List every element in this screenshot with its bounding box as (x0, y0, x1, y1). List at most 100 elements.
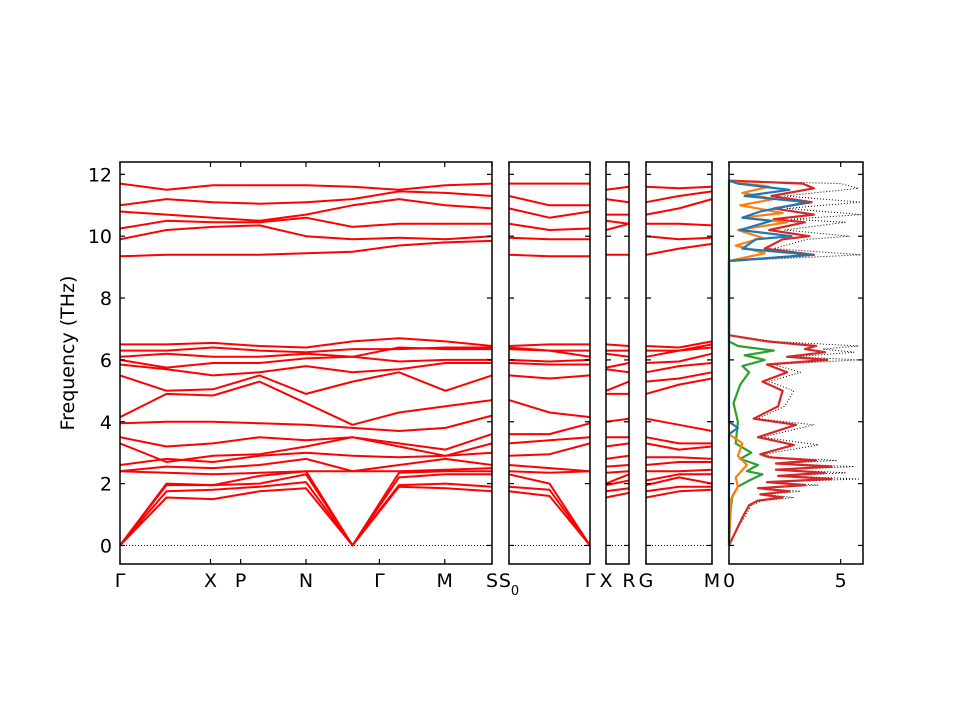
phonon-band-line (605, 362, 630, 369)
phonon-band-line (646, 343, 713, 352)
phonon-band-line (645, 190, 713, 204)
phonon-band-line (605, 368, 630, 374)
phonon-band-line (645, 235, 713, 241)
y-tick-label: 8 (100, 288, 112, 310)
phonon-band-line (508, 399, 591, 419)
phonon-band-line (119, 457, 493, 473)
phonon-band-line (645, 461, 712, 466)
phonon-band-line (119, 414, 493, 432)
phonon-band-line (605, 442, 630, 448)
phonon-band-line (119, 198, 493, 222)
dos-curve (728, 180, 862, 546)
k-point-label: X (204, 570, 217, 592)
phonon-band-line (508, 485, 591, 546)
k-point-label: G (639, 570, 654, 592)
phonon-band-line (508, 222, 591, 231)
phonon-band-line (645, 185, 713, 190)
phonon-band-line (508, 253, 590, 258)
dos-frame (728, 161, 864, 565)
phonon-band-line (605, 470, 630, 474)
k-point-label: P (235, 570, 246, 592)
phonon-band-line (645, 377, 713, 395)
phonon-band-line (508, 470, 591, 474)
panel-frame (645, 161, 713, 565)
y-tick-label: 4 (100, 412, 112, 434)
y-tick-label: 12 (88, 164, 112, 186)
phonon-band-line (119, 371, 493, 395)
y-tick-label: 6 (100, 350, 112, 372)
y-axis-label: Frequency (THz) (57, 276, 79, 431)
phonon-band-line (645, 442, 713, 451)
phonon-band-line (645, 436, 712, 445)
phonon-band-line (508, 464, 591, 473)
phonon-band-line (509, 422, 591, 436)
phonon-band-line (119, 436, 493, 463)
k-point-label: X (599, 570, 612, 592)
k-point-label: N (299, 570, 313, 592)
phonon-band-line (119, 190, 493, 207)
dos-curve (727, 179, 789, 546)
dos-curve (727, 180, 775, 546)
phonon-band-line (645, 473, 712, 482)
phonon-band-line (508, 490, 591, 547)
phonon-band-line (605, 464, 630, 468)
dos-x-tick-label: 0 (723, 570, 735, 592)
phonon-band-line (645, 198, 713, 216)
phonon-band-line (605, 479, 630, 487)
phonon-band-line (645, 242, 713, 256)
phonon-band-line (605, 491, 630, 499)
phonon-band-line (508, 374, 591, 380)
k-point-label: R (622, 570, 635, 592)
phonon-band-line (119, 481, 493, 547)
phonon-band-line (605, 473, 630, 485)
phonon-band-line (119, 433, 493, 451)
phonon-band-line (508, 362, 590, 366)
phonon-band-line (119, 485, 493, 547)
y-tick-label: 0 (100, 535, 112, 557)
phonon-band-line (645, 340, 713, 349)
phonon-band-line (120, 346, 492, 354)
phonon-band-line (508, 442, 591, 457)
dos-curve (727, 179, 813, 546)
y-tick-label: 2 (100, 474, 112, 496)
panel-frame (508, 161, 591, 565)
phonon-band-line (119, 224, 493, 241)
k-point-label: M (437, 570, 453, 592)
k-point-label: Γ (115, 570, 126, 592)
phonon-band-line (605, 487, 630, 493)
phonon-band-line (605, 222, 630, 231)
panel-frame (605, 161, 630, 565)
phonon-band-line (645, 476, 713, 487)
phonon-band-line (605, 198, 630, 204)
phonon-band-line (605, 219, 630, 225)
phonon-band-line (646, 222, 713, 227)
phonon-band-line (119, 467, 493, 476)
phonon-band-line (120, 337, 493, 349)
k-point-label: M (704, 570, 720, 592)
phonon-band-line (605, 352, 630, 358)
phonon-band-line (645, 488, 713, 499)
phonon-band-line (508, 236, 590, 241)
phonon-band-line (645, 352, 713, 364)
phonon-band-line (646, 456, 713, 460)
phonon-band-line (605, 185, 630, 191)
phonon-band-line (119, 380, 493, 426)
y-tick-label: 10 (88, 226, 112, 248)
phonon-band-line (119, 216, 492, 230)
phonon-band-line (119, 362, 492, 377)
phonon-band-line (508, 346, 590, 352)
dos-curve (727, 179, 833, 546)
k-point-label: S (486, 570, 498, 592)
phonon-band-line (508, 343, 590, 347)
phonon-band-line (646, 468, 713, 473)
phonon-band-line (508, 358, 591, 363)
phonon-band-line (508, 473, 591, 546)
phonon-band-line (605, 343, 630, 347)
k-point-label: Γ (585, 570, 596, 592)
phonon-band-line (605, 380, 630, 392)
phonon-band-line (508, 195, 590, 207)
phonon-band-line (645, 371, 713, 383)
k-point-label: Γ (374, 570, 385, 592)
